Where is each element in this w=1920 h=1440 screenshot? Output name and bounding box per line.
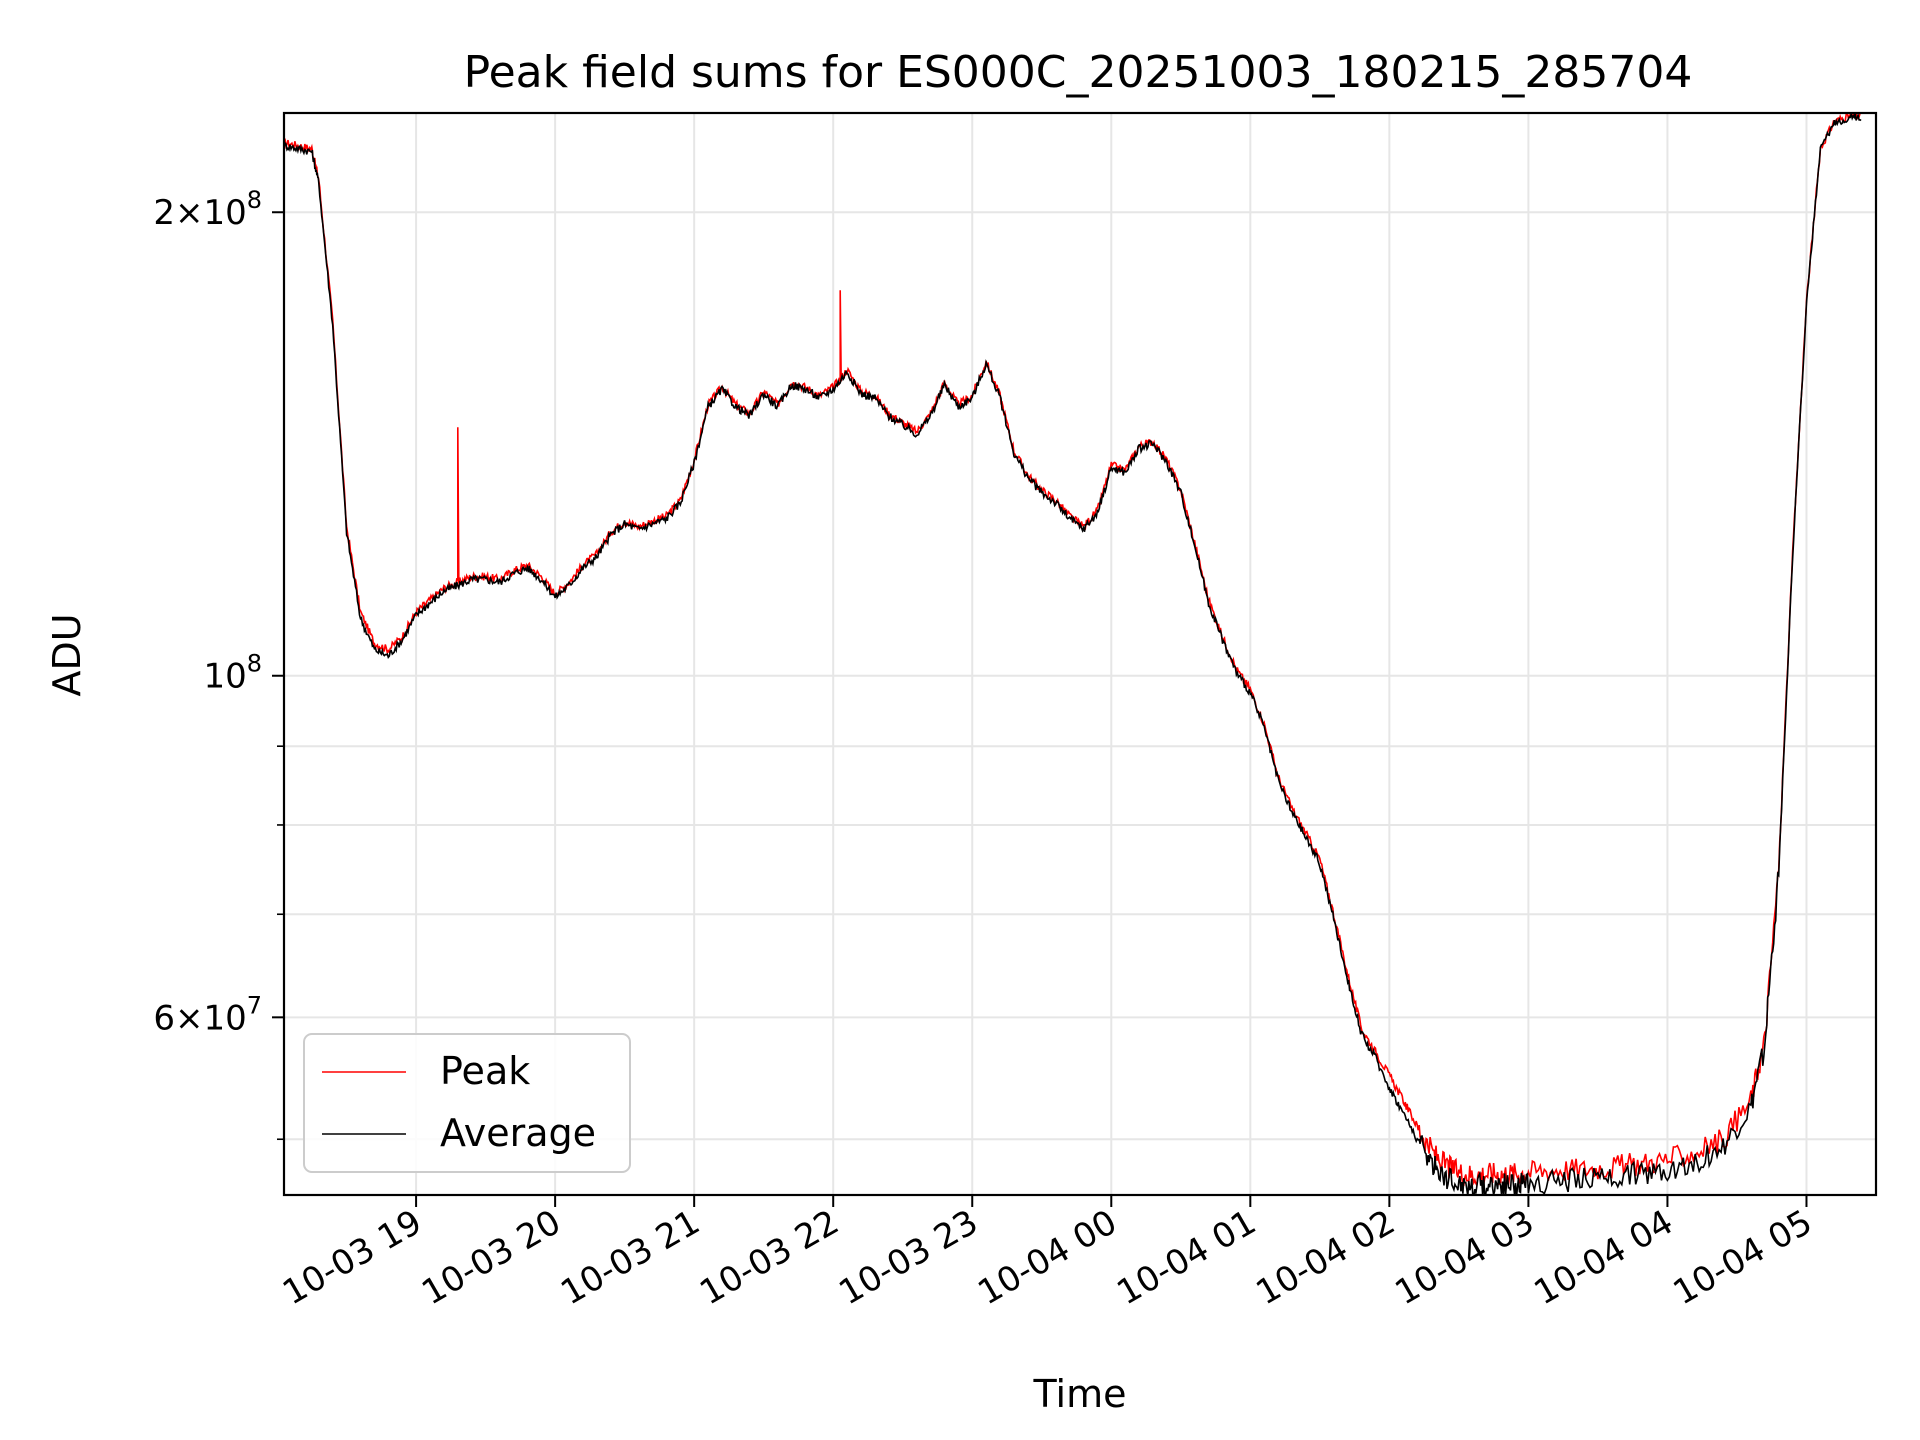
legend-box <box>303 1033 631 1173</box>
y-axis: 6×107 108 2×108 <box>153 186 284 1141</box>
y-tick-label: 6×107 <box>153 991 262 1038</box>
x-axis-label: Time <box>1033 1372 1127 1416</box>
legend: Peak Average <box>303 1033 631 1173</box>
plot-frame <box>282 111 1878 1197</box>
grid <box>284 113 1876 1195</box>
legend-label-average: Average <box>440 1111 596 1155</box>
chart-title: Peak field sums for ES000C_20251003_1802… <box>464 47 1693 98</box>
legend-label-peak: Peak <box>440 1049 530 1093</box>
series-lines <box>284 113 1862 1195</box>
y-tick-label: 2×108 <box>153 186 262 233</box>
y-axis-label: ADU <box>45 613 89 696</box>
y-tick-label: 108 <box>203 650 262 697</box>
series-line-average <box>284 113 1862 1195</box>
